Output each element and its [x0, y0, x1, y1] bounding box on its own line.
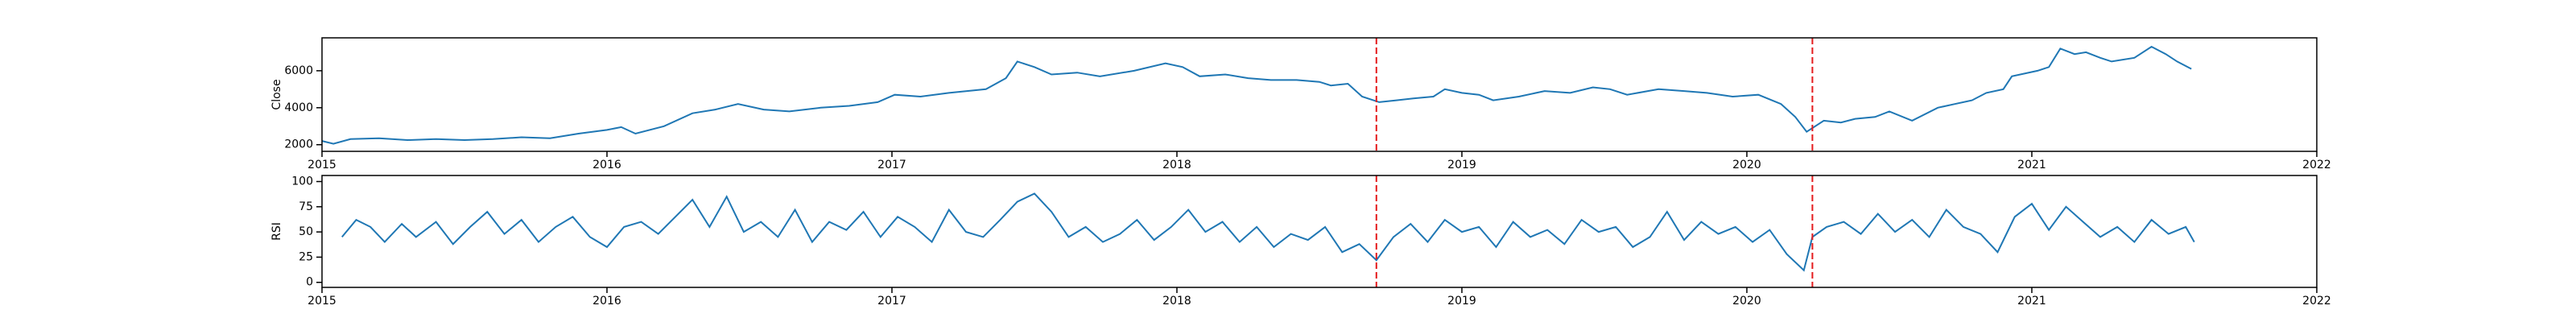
- y-tick-label: 6000: [284, 64, 313, 77]
- x-tick-label: 2020: [1732, 295, 1761, 308]
- x-tick-label: 2022: [2302, 295, 2331, 308]
- x-tick-label: 2021: [2017, 295, 2046, 308]
- y-tick-label: 4000: [284, 101, 313, 114]
- y-tick-label: 2000: [284, 138, 313, 151]
- x-tick-label: 2021: [2017, 159, 2046, 171]
- x-tick-label: 2020: [1732, 159, 1761, 171]
- y-axis-label: Close: [270, 79, 283, 109]
- y-tick-label: 75: [299, 200, 313, 213]
- x-tick-label: 2015: [308, 295, 336, 308]
- y-tick-label: 0: [306, 276, 313, 289]
- y-tick-label: 25: [299, 250, 313, 263]
- x-tick-label: 2019: [1447, 295, 1476, 308]
- x-tick-label: 2016: [592, 295, 621, 308]
- y-tick-label: 50: [299, 225, 313, 238]
- x-tick-label: 2018: [1162, 159, 1191, 171]
- x-tick-label: 2016: [592, 159, 621, 171]
- plot-frame: [321, 37, 2318, 152]
- x-tick-label: 2022: [2302, 159, 2331, 171]
- y-axis-label: RSI: [270, 222, 283, 241]
- y-tick-label: 100: [291, 175, 313, 188]
- x-tick-label: 2017: [877, 295, 906, 308]
- x-tick-label: 2019: [1447, 159, 1476, 171]
- x-tick-label: 2017: [877, 159, 906, 171]
- plot-frame: [321, 175, 2318, 288]
- line: [321, 45, 2192, 145]
- line: [341, 192, 2195, 272]
- x-tick-label: 2015: [308, 159, 336, 171]
- x-tick-label: 2018: [1162, 295, 1191, 308]
